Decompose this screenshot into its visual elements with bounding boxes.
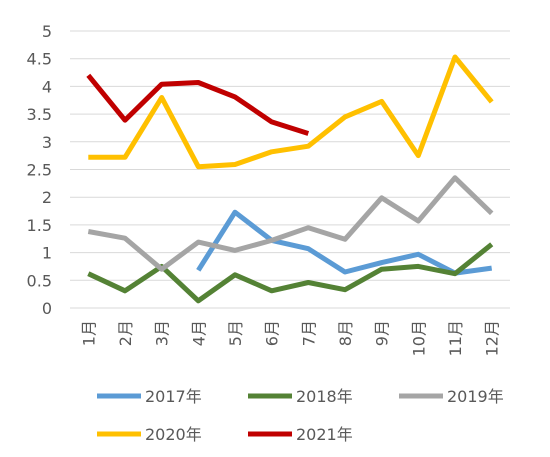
x-tick-label: 3月 (153, 320, 172, 346)
x-tick-label: 4月 (189, 320, 208, 346)
y-tick-label: 0.5 (27, 271, 52, 290)
legend-label: 2020年 (145, 425, 202, 444)
y-tick-label: 3 (42, 133, 52, 152)
x-tick-label: 6月 (263, 320, 282, 346)
series-line-2 (87, 242, 494, 304)
y-tick-label: 1 (42, 244, 52, 263)
y-tick-label: 0 (42, 299, 52, 318)
x-tick-label: 8月 (336, 320, 355, 346)
series-line-4 (88, 54, 494, 170)
series-line-3 (87, 175, 494, 272)
x-axis-ticks: 1月 2月 3月 4月 5月 6月 7月 8月 9月 10月 11月 12月 (79, 320, 501, 356)
legend-label: 2021年 (296, 425, 353, 444)
legend: 2017年 2018年 2019年 2020年 2021年 (97, 387, 504, 444)
y-tick-label: 2.5 (27, 161, 52, 180)
x-tick-label: 10月 (409, 320, 428, 356)
x-tick-label: 5月 (226, 320, 245, 346)
series-lines (86, 54, 494, 304)
legend-label: 2019年 (447, 387, 504, 406)
legend-label: 2017年 (145, 387, 202, 406)
x-tick-label: 1月 (79, 320, 98, 346)
x-tick-label: 12月 (483, 320, 502, 356)
x-tick-label: 9月 (373, 320, 392, 346)
y-tick-label: 3.5 (27, 105, 52, 124)
y-tick-label: 5 (42, 22, 52, 41)
y-tick-label: 4 (42, 77, 52, 96)
legend-label: 2018年 (296, 387, 353, 406)
x-tick-label: 2月 (116, 320, 135, 346)
x-tick-label: 11月 (446, 320, 465, 356)
series-line-5 (86, 73, 310, 136)
series-line-1 (196, 209, 493, 276)
y-tick-label: 2 (42, 188, 52, 207)
y-tick-label: 1.5 (27, 216, 52, 235)
x-tick-label: 7月 (299, 320, 318, 346)
y-axis-ticks: 0 0.5 1 1.5 2 2.5 3 3.5 4 4.5 5 (27, 22, 52, 318)
y-tick-label: 4.5 (27, 50, 52, 69)
